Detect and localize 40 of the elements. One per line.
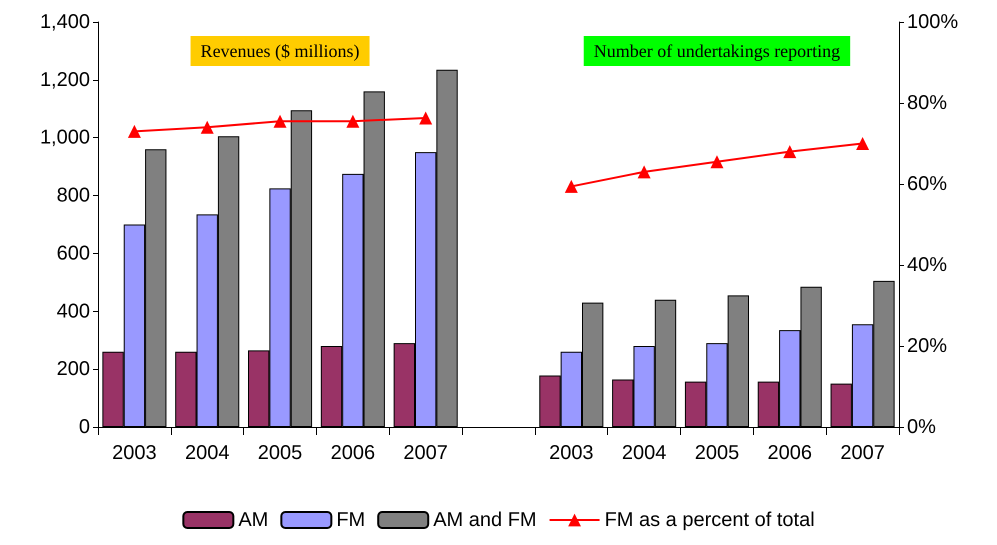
legend-label: FM as a percent of total xyxy=(604,509,815,531)
legend-label: FM xyxy=(336,509,366,531)
x-tick-label: 2005 xyxy=(258,442,302,464)
annotation: Revenues ($ millions) xyxy=(200,41,360,61)
y-tick-label: 1,200 xyxy=(40,68,90,91)
legend-label: AM xyxy=(238,509,268,531)
y-tick-label: 200 xyxy=(56,358,90,380)
y2-tick-label: 0% xyxy=(907,416,936,438)
point xyxy=(346,114,360,128)
y-tick-label: 400 xyxy=(56,300,90,322)
x-tick-label: 2006 xyxy=(768,442,812,464)
point xyxy=(419,111,432,124)
legend-label: AM and FM xyxy=(433,509,537,531)
y-tick-label: 0 xyxy=(78,416,90,438)
x-tick-label: 2004 xyxy=(622,442,666,464)
x-tick-label: 2006 xyxy=(330,442,376,464)
y2-tick-label: 100% xyxy=(907,11,958,33)
annotation: Number of undertakings reporting xyxy=(594,41,840,61)
point xyxy=(638,165,651,178)
point xyxy=(200,120,214,134)
x-tick-label: 2005 xyxy=(694,442,740,464)
y2-tick-label: 40% xyxy=(907,254,948,276)
x-tick-label: 2007 xyxy=(403,442,448,464)
point xyxy=(564,180,578,193)
point xyxy=(856,137,870,150)
x-tick-label: 2003 xyxy=(549,442,594,464)
point xyxy=(710,155,724,168)
y-tick-label: 1,400 xyxy=(40,11,90,33)
y-tick-label: 800 xyxy=(56,184,90,207)
point xyxy=(783,145,796,158)
point xyxy=(274,114,287,128)
point xyxy=(128,124,141,138)
y-tick-label: 600 xyxy=(56,242,90,264)
y2-tick-label: 20% xyxy=(907,335,948,357)
y2-tick-label: 80% xyxy=(907,92,948,114)
x-tick-label: 2003 xyxy=(112,442,157,464)
y-tick-label: 1,000 xyxy=(40,126,90,149)
x-tick-label: 2007 xyxy=(840,442,885,464)
y2-tick-label: 60% xyxy=(907,173,948,195)
x-tick-label: 2004 xyxy=(184,442,230,464)
